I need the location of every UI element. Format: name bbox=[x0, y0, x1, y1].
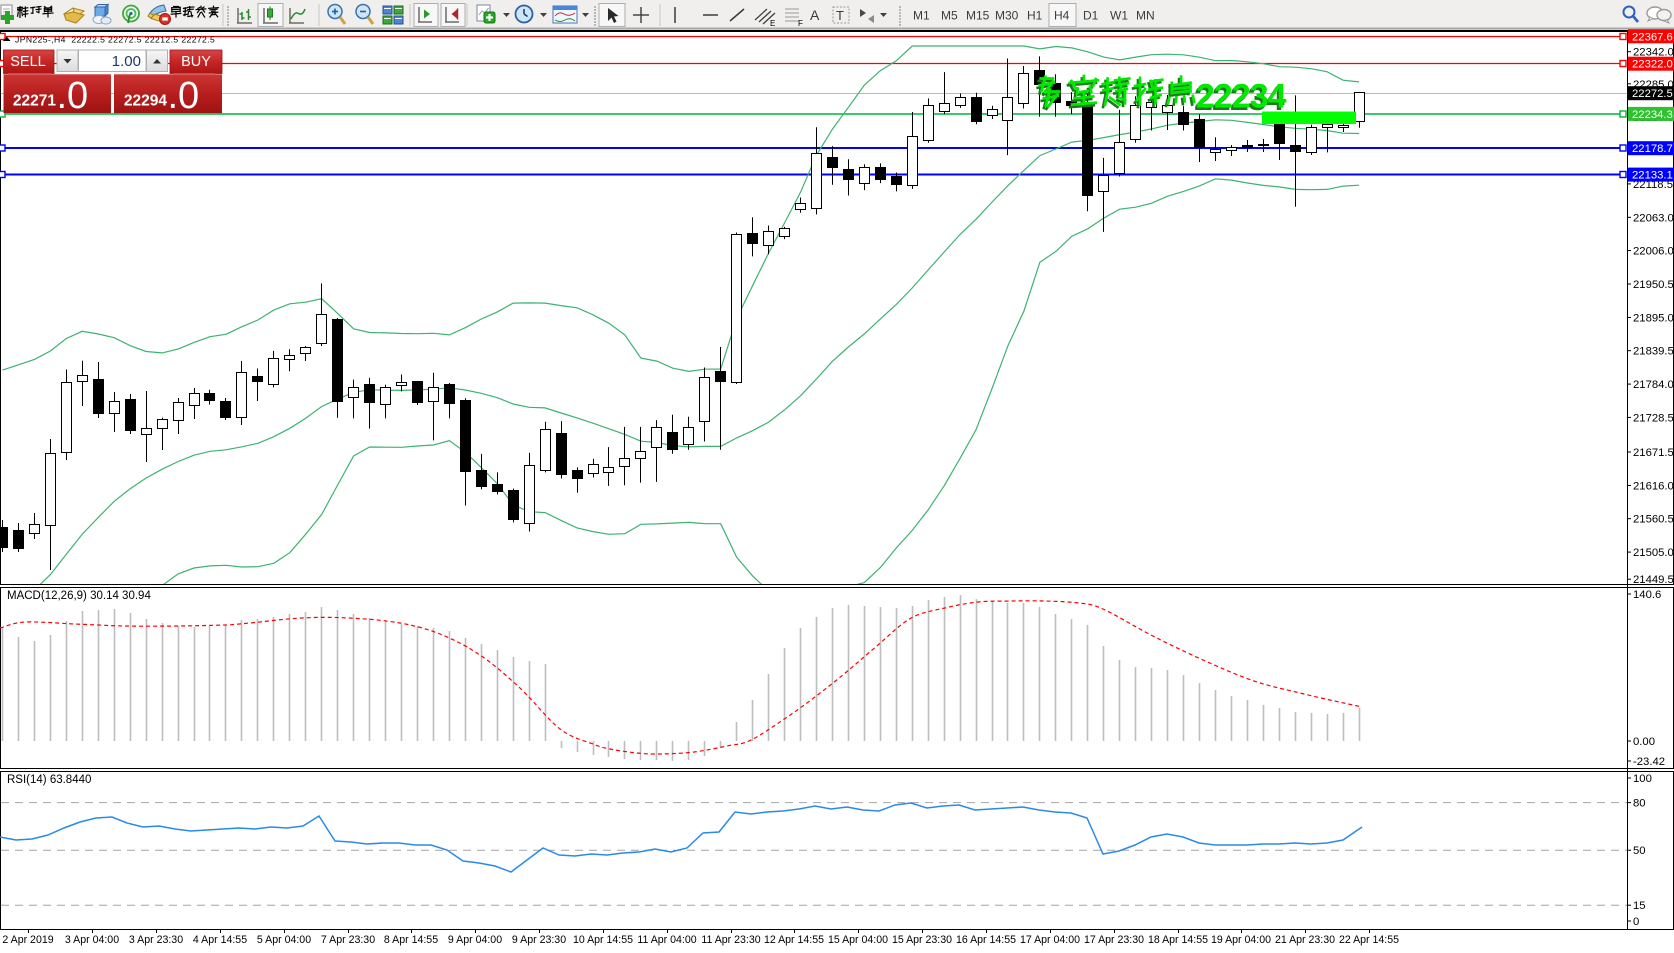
svg-text:MN: MN bbox=[1136, 9, 1155, 23]
svg-text:15: 15 bbox=[1633, 900, 1646, 912]
svg-text:2 Apr 2019: 2 Apr 2019 bbox=[2, 934, 53, 946]
svg-text:4 Apr 14:55: 4 Apr 14:55 bbox=[193, 934, 247, 946]
svg-text:21616.0: 21616.0 bbox=[1633, 480, 1674, 492]
svg-text:21560.5: 21560.5 bbox=[1633, 514, 1674, 526]
svg-text:W1: W1 bbox=[1110, 9, 1128, 23]
svg-text:.0: .0 bbox=[168, 75, 200, 117]
svg-text:A: A bbox=[810, 7, 820, 23]
svg-text:H4: H4 bbox=[1054, 9, 1070, 23]
svg-text:BUY: BUY bbox=[181, 54, 211, 70]
svg-text:21449.5: 21449.5 bbox=[1633, 574, 1674, 586]
svg-text:22133.1: 22133.1 bbox=[1632, 170, 1673, 182]
svg-text:11 Apr 04:00: 11 Apr 04:00 bbox=[637, 934, 696, 946]
svg-text:22178.7: 22178.7 bbox=[1632, 143, 1673, 155]
svg-text:21784.0: 21784.0 bbox=[1633, 379, 1674, 391]
svg-text:22272.5: 22272.5 bbox=[1632, 88, 1673, 100]
svg-text:18 Apr 14:55: 18 Apr 14:55 bbox=[1148, 934, 1208, 946]
svg-text:9 Apr 04:00: 9 Apr 04:00 bbox=[448, 934, 502, 946]
svg-text:17 Apr 23:30: 17 Apr 23:30 bbox=[1084, 934, 1144, 946]
svg-text:15 Apr 23:30: 15 Apr 23:30 bbox=[892, 934, 952, 946]
svg-text:9 Apr 23:30: 9 Apr 23:30 bbox=[512, 934, 566, 946]
svg-text:10 Apr 14:55: 10 Apr 14:55 bbox=[573, 934, 633, 946]
svg-text:3 Apr 23:30: 3 Apr 23:30 bbox=[129, 934, 183, 946]
svg-text:M5: M5 bbox=[941, 9, 958, 23]
svg-text:21671.5: 21671.5 bbox=[1633, 447, 1674, 459]
svg-text:3 Apr 04:00: 3 Apr 04:00 bbox=[65, 934, 119, 946]
svg-text:22367.6: 22367.6 bbox=[1632, 31, 1673, 43]
svg-text:7 Apr 23:30: 7 Apr 23:30 bbox=[321, 934, 375, 946]
svg-text:16 Apr 14:55: 16 Apr 14:55 bbox=[956, 934, 1016, 946]
svg-text:T: T bbox=[836, 8, 844, 23]
svg-text:.0: .0 bbox=[57, 75, 89, 117]
svg-text:M15: M15 bbox=[966, 9, 990, 23]
svg-text:17 Apr 04:00: 17 Apr 04:00 bbox=[1020, 934, 1080, 946]
svg-text:1.00: 1.00 bbox=[112, 53, 141, 70]
svg-text:22322.0: 22322.0 bbox=[1632, 59, 1673, 71]
svg-text:140.6: 140.6 bbox=[1633, 589, 1661, 601]
svg-text:JPN225-,H4 22222.5 22272.5 22: JPN225-,H4 22222.5 22272.5 22212.5 22272… bbox=[15, 35, 215, 45]
svg-text:22006.0: 22006.0 bbox=[1633, 246, 1674, 258]
svg-text:0: 0 bbox=[1633, 916, 1639, 928]
svg-text:0.00: 0.00 bbox=[1633, 736, 1655, 748]
svg-text:15 Apr 04:00: 15 Apr 04:00 bbox=[828, 934, 888, 946]
svg-text:11 Apr 23:30: 11 Apr 23:30 bbox=[701, 934, 760, 946]
svg-text:12 Apr 14:55: 12 Apr 14:55 bbox=[764, 934, 824, 946]
svg-text:19 Apr 04:00: 19 Apr 04:00 bbox=[1211, 934, 1271, 946]
svg-text:22271: 22271 bbox=[13, 93, 56, 110]
svg-text:21 Apr 23:30: 21 Apr 23:30 bbox=[1275, 934, 1335, 946]
svg-text:100: 100 bbox=[1633, 773, 1652, 785]
svg-text:M1: M1 bbox=[913, 9, 930, 23]
svg-text:E: E bbox=[770, 19, 775, 28]
svg-text:-23.42: -23.42 bbox=[1633, 756, 1665, 768]
svg-text:80: 80 bbox=[1633, 798, 1646, 810]
svg-text:5 Apr 04:00: 5 Apr 04:00 bbox=[257, 934, 311, 946]
svg-text:22063.0: 22063.0 bbox=[1633, 212, 1674, 224]
svg-text:50: 50 bbox=[1633, 845, 1646, 857]
svg-text:D1: D1 bbox=[1083, 9, 1099, 23]
svg-text:H1: H1 bbox=[1027, 9, 1043, 23]
svg-text:8 Apr 14:55: 8 Apr 14:55 bbox=[384, 934, 438, 946]
svg-text:22234.3: 22234.3 bbox=[1632, 109, 1673, 121]
svg-text:F: F bbox=[798, 19, 803, 28]
svg-text:22 Apr 14:55: 22 Apr 14:55 bbox=[1339, 934, 1399, 946]
svg-text:22294: 22294 bbox=[124, 93, 167, 110]
svg-text:22234: 22234 bbox=[1196, 78, 1287, 116]
svg-text:MACD(12,26,9) 30.14 30.94: MACD(12,26,9) 30.14 30.94 bbox=[7, 590, 151, 602]
svg-text:21895.0: 21895.0 bbox=[1633, 312, 1674, 324]
svg-text:21728.5: 21728.5 bbox=[1633, 412, 1674, 424]
svg-text:21950.5: 21950.5 bbox=[1633, 279, 1674, 291]
svg-text:M30: M30 bbox=[995, 9, 1019, 23]
svg-text:SELL: SELL bbox=[10, 54, 45, 70]
svg-text:RSI(14) 63.8440: RSI(14) 63.8440 bbox=[7, 774, 91, 786]
svg-text:21839.5: 21839.5 bbox=[1633, 346, 1674, 358]
svg-text:21505.0: 21505.0 bbox=[1633, 547, 1674, 559]
